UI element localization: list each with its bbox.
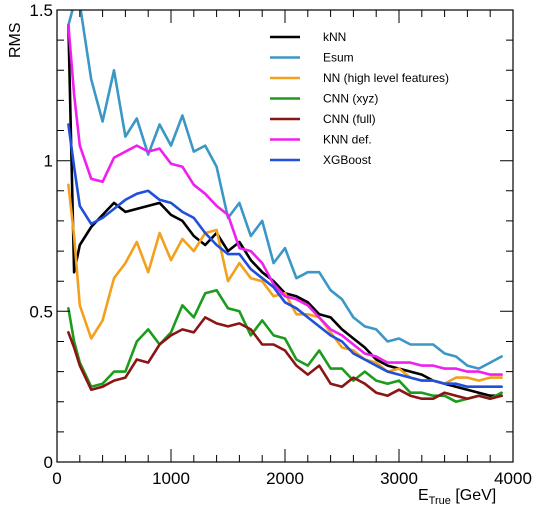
series-line-7 [67,123,503,388]
x-tick-label: 1000 [152,469,190,488]
y-tick-label: 0 [44,453,53,472]
legend-label: CNN (full) [323,112,376,126]
y-tick-label: 0.5 [29,302,53,321]
legend-label: Esum [323,51,354,65]
series-line-6 [67,23,503,376]
x-axis-title-unit: [GeV] [451,487,496,504]
x-axis-title-subscript: True [429,495,451,507]
y-tick-label: 1 [44,152,53,171]
x-tick-label: 2000 [266,469,304,488]
x-tick-label: 0 [52,469,61,488]
x-tick-label: 3000 [380,469,418,488]
series-line-5 [67,316,503,400]
legend-label: KNN def. [323,133,372,147]
y-axis-title: RMS [7,22,24,58]
tick-marks [56,9,514,463]
x-axis-title-main: E [418,487,429,504]
x-axis-title: ETrue [GeV] [418,487,496,507]
y-tick-label: 1.5 [29,1,53,20]
legend-label: NN (high level features) [323,71,449,85]
series-line-1 [67,23,503,397]
legend: kNN Esum NN (high level features) CNN (xyz)… [270,30,449,167]
series-lines [67,10,503,403]
axis-ticks: 0 1000 2000 3000 4000 0 0.5 1 1.5 [29,1,532,488]
series-line-2 [67,10,503,370]
legend-label: XGBoost [323,153,372,167]
legend-label: kNN [323,30,346,44]
x-tick-label: 4000 [494,469,532,488]
series-line-4 [67,288,503,403]
legend-label: CNN (xyz) [323,92,378,106]
